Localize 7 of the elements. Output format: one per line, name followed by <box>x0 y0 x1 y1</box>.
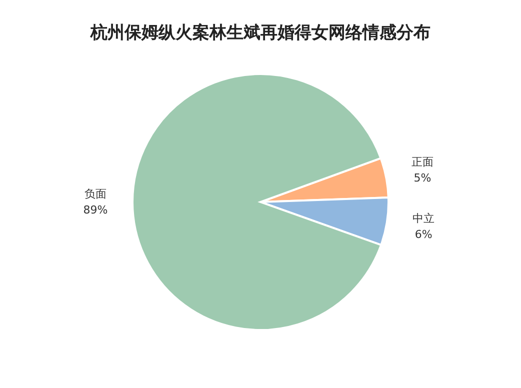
data-label: 89% <box>83 204 108 217</box>
slice-label: 中立 <box>412 212 435 226</box>
data-label: 5% <box>414 172 432 185</box>
slice-label: 负面 <box>84 188 106 201</box>
slice-label: 正面 <box>411 156 434 169</box>
chart-title: 杭州保姆纵火案林生斌再婚得女网络情感分布 <box>90 22 430 43</box>
data-label: 6% <box>414 228 432 242</box>
